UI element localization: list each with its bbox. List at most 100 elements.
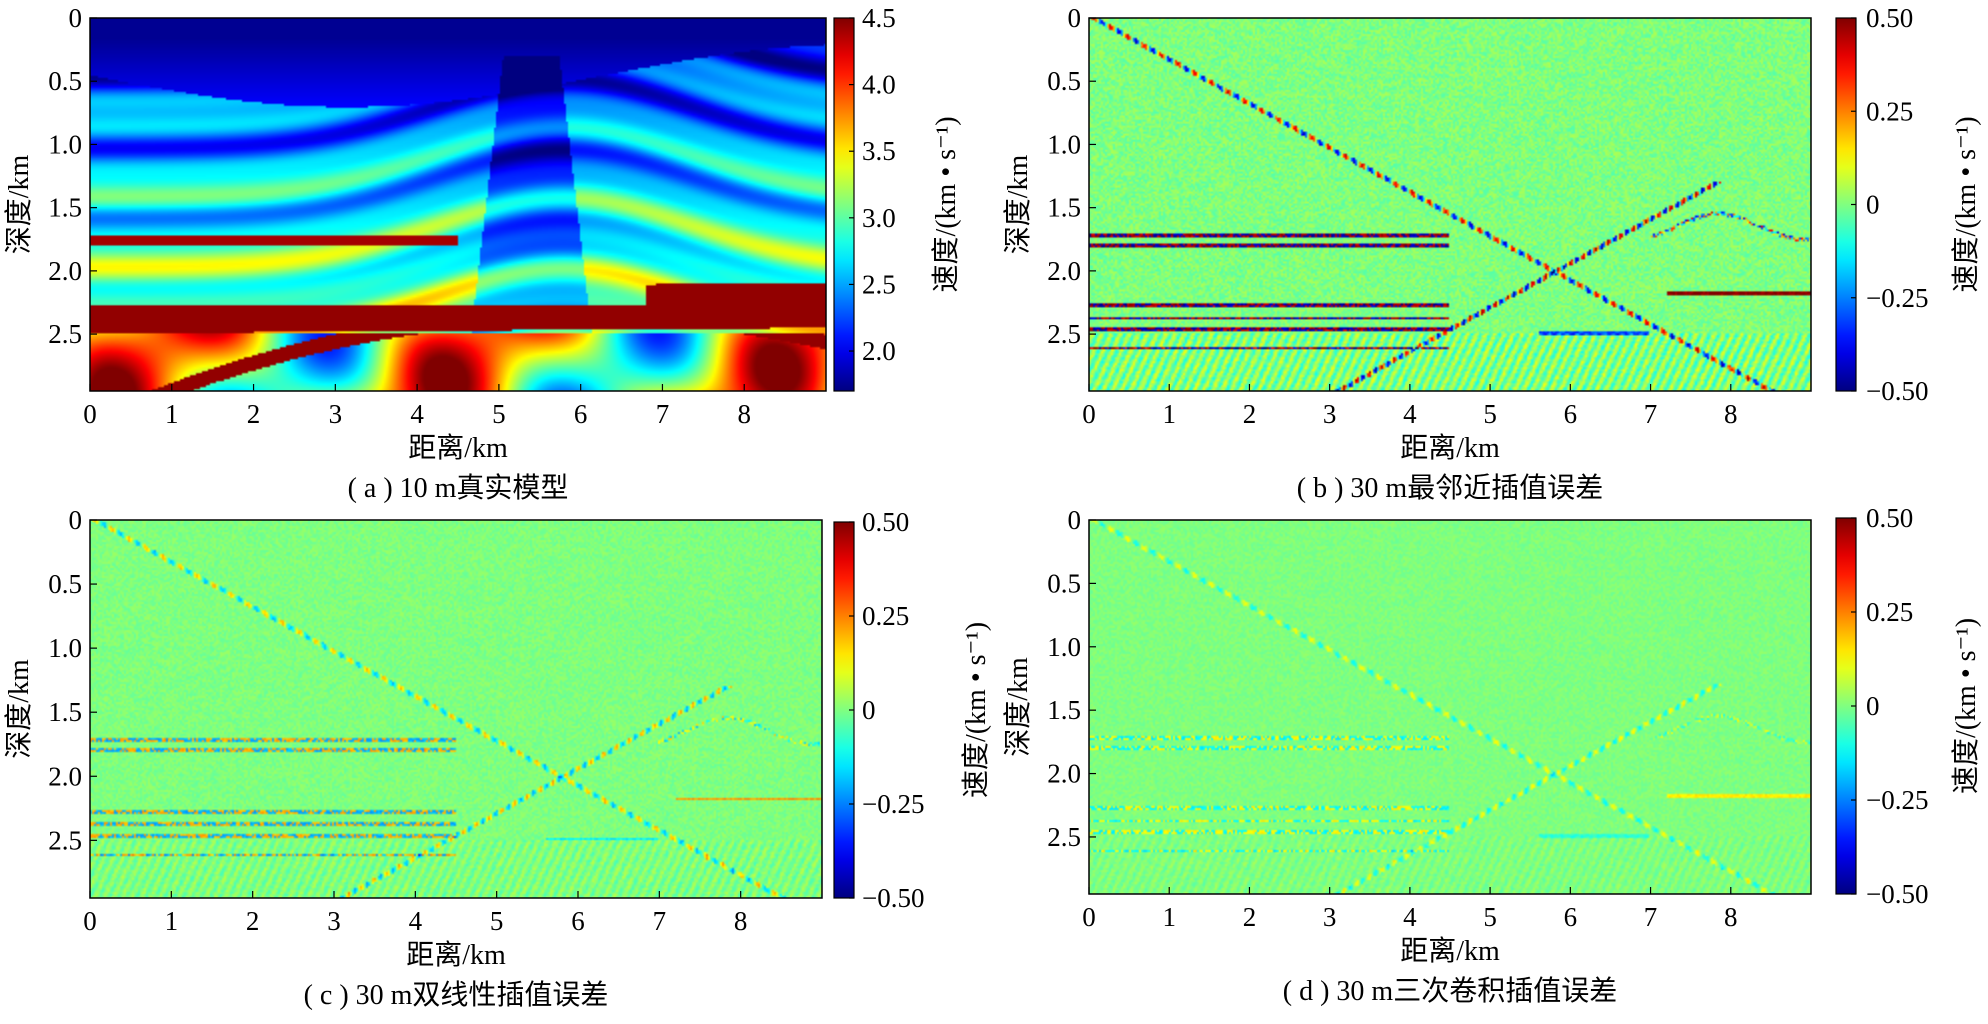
y-tick-label: 0.5	[1047, 568, 1081, 598]
x-tick-label: 7	[653, 906, 667, 936]
x-tick-label: 0	[1082, 902, 1096, 932]
heatmap-image	[1089, 18, 1811, 391]
x-tick-label: 6	[1564, 902, 1578, 932]
x-tick-label: 6	[571, 906, 585, 936]
x-tick-label: 3	[1323, 399, 1337, 429]
y-tick-label: 0.5	[48, 66, 82, 96]
x-tick-label: 7	[1644, 399, 1658, 429]
y-tick-label: 2.0	[48, 761, 82, 791]
colorbar-label: 速度/(km • s⁻¹)	[960, 622, 992, 798]
y-tick-label: 0	[1068, 505, 1082, 535]
x-tick-label: 2	[246, 906, 260, 936]
x-tick-label: 8	[734, 906, 748, 936]
heatmap-image	[1089, 520, 1811, 894]
y-tick-label: 1.5	[1047, 695, 1081, 725]
y-tick-label: 1.0	[1047, 129, 1081, 159]
x-tick-label: 2	[1243, 399, 1257, 429]
x-tick-label: 5	[492, 399, 506, 429]
y-tick-label: 0.5	[1047, 66, 1081, 96]
y-tick-label: 2.5	[1047, 319, 1081, 349]
panel-d: 0 1 2 3 4 5 6 7 8 0 0.5 1.0 1.5 2.0 2.5 距离/km 深度/km ( d )…	[1002, 503, 1982, 1007]
x-tick-label: 6	[574, 399, 588, 429]
heatmap-image	[90, 520, 822, 898]
x-tick-label: 7	[656, 399, 670, 429]
x-tick-label: 0	[83, 399, 97, 429]
x-tick-label: 1	[165, 399, 179, 429]
x-tick-label: 2	[1243, 902, 1257, 932]
colorbar-tick-label: −0.25	[1866, 785, 1928, 815]
y-tick-label: 1.0	[48, 633, 82, 663]
colorbar-tick-label: −0.50	[1866, 879, 1928, 909]
y-tick-label: 0.5	[48, 569, 82, 599]
colorbar-tick-label: 0.25	[1866, 597, 1913, 627]
colorbar-label: 速度/(km • s⁻¹)	[1950, 116, 1982, 292]
y-axis-label: 深度/km	[3, 155, 35, 255]
x-tick-label: 7	[1644, 902, 1658, 932]
panel-caption: ( d ) 30 m三次卷积插值误差	[1283, 975, 1617, 1007]
x-tick-label: 0	[1082, 399, 1096, 429]
x-tick-label: 1	[165, 906, 179, 936]
plot-frame	[89, 17, 827, 392]
x-tick-label: 6	[1564, 399, 1578, 429]
plot-frame	[89, 519, 823, 899]
y-tick-label: 2.0	[1047, 759, 1081, 789]
x-axis-label: 距离/km	[1400, 935, 1500, 967]
colorbar-tick-label: 4.5	[862, 3, 896, 33]
y-tick-label: 2.5	[48, 825, 82, 855]
y-tick-label: 0	[69, 3, 83, 33]
x-axis-label: 距离/km	[406, 939, 506, 971]
colorbar-tick-label: −0.50	[1866, 376, 1928, 406]
panel-b: 0 1 2 3 4 5 6 7 8 0 0.5 1.0 1.5 2.0 2.5 距离/km 深度/km ( b )…	[1002, 3, 1982, 504]
y-tick-label: 2.0	[48, 256, 82, 286]
colorbar-tick-label: −0.25	[1866, 283, 1928, 313]
panel-caption: ( b ) 30 m最邻近插值误差	[1297, 472, 1603, 504]
x-axis-label: 距离/km	[1400, 432, 1500, 464]
colorbar-tick-label: 0.25	[862, 601, 909, 631]
x-tick-label: 8	[1724, 902, 1738, 932]
y-axis-label: 深度/km	[3, 659, 35, 759]
colorbar-tick-label: 2.0	[862, 336, 896, 366]
colorbar-tick-label: 0	[1866, 190, 1880, 220]
colorbar-tick-label: 0	[862, 695, 876, 725]
x-tick-label: 1	[1162, 902, 1176, 932]
x-tick-label: 4	[410, 399, 424, 429]
x-tick-label: 3	[327, 906, 341, 936]
colorbar-tick-label: 0.25	[1866, 96, 1913, 126]
x-tick-label: 4	[1403, 399, 1417, 429]
x-tick-label: 0	[83, 906, 97, 936]
heatmap-image	[90, 18, 826, 391]
y-axis-label: 深度/km	[1002, 657, 1034, 757]
colorbar-tick-label: 4.0	[862, 70, 896, 100]
x-tick-label: 5	[490, 906, 504, 936]
plot-frame	[1088, 17, 1812, 392]
x-tick-label: 1	[1162, 399, 1176, 429]
colorbar	[833, 17, 855, 392]
panel-c: 0 1 2 3 4 5 6 7 8 0 0.5 1.0 1.5 2.0 2.5 距离/km 深度/km ( c )…	[3, 505, 992, 1011]
colorbar-tick-label: −0.25	[862, 789, 924, 819]
colorbar-label: 速度/(km • s⁻¹)	[930, 116, 962, 292]
panel-caption: ( c ) 30 m双线性插值误差	[304, 979, 609, 1011]
colorbar-tick-label: 0.50	[1866, 503, 1913, 533]
x-tick-label: 5	[1483, 902, 1497, 932]
colorbar-tick-label: 3.0	[862, 203, 896, 233]
y-tick-label: 1.5	[48, 697, 82, 727]
plot-frame	[1088, 519, 1812, 895]
colorbar-tick-label: 0	[1866, 691, 1880, 721]
x-tick-label: 8	[737, 399, 751, 429]
y-tick-label: 1.0	[1047, 632, 1081, 662]
y-tick-label: 2.5	[48, 319, 82, 349]
y-tick-label: 0	[69, 505, 83, 535]
y-tick-label: 0	[1068, 3, 1082, 33]
colorbar-tick-label: 2.5	[862, 269, 896, 299]
colorbar-tick-label: 0.50	[1866, 3, 1913, 33]
x-tick-label: 4	[409, 906, 423, 936]
x-tick-label: 2	[247, 399, 261, 429]
panel-caption: ( a ) 10 m真实模型	[348, 472, 569, 504]
x-tick-label: 3	[329, 399, 343, 429]
y-tick-label: 1.0	[48, 129, 82, 159]
colorbar-tick-label: 3.5	[862, 136, 896, 166]
x-tick-label: 8	[1724, 399, 1738, 429]
x-tick-label: 3	[1323, 902, 1337, 932]
y-tick-label: 2.0	[1047, 256, 1081, 286]
panel-a: 0 1 2 3 4 5 6 7 8 0 0.5 1.0 1.5 2.0 2.5 距离/km 深度/km ( a )…	[3, 3, 962, 504]
